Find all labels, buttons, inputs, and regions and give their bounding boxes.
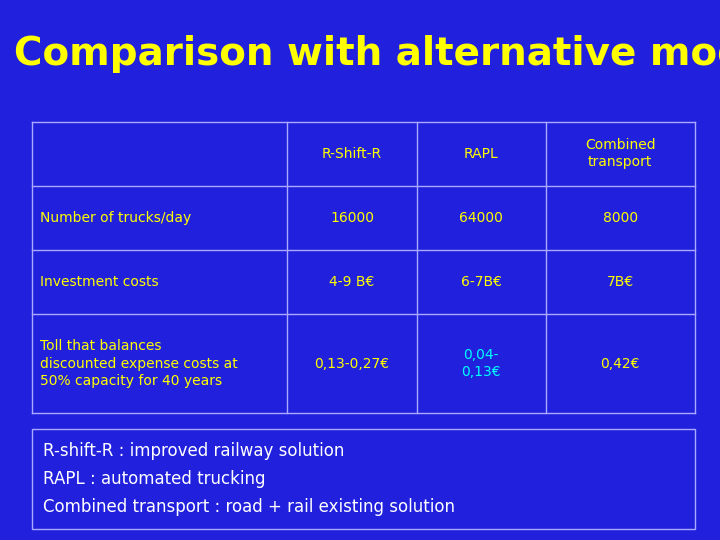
Bar <box>32 429 695 529</box>
Text: 16000: 16000 <box>330 211 374 225</box>
Text: 8000: 8000 <box>603 211 638 225</box>
Text: Combined
transport: Combined transport <box>585 138 656 169</box>
Text: R-Shift-R: R-Shift-R <box>322 146 382 160</box>
Text: 0,13-0,27€: 0,13-0,27€ <box>315 356 390 370</box>
Text: Comparison with alternative modes: Comparison with alternative modes <box>14 35 720 73</box>
Text: 6-7B€: 6-7B€ <box>461 275 502 289</box>
Text: 0,04-
0,13€: 0,04- 0,13€ <box>462 348 501 379</box>
Text: Number of trucks/day: Number of trucks/day <box>40 211 191 225</box>
Text: 64000: 64000 <box>459 211 503 225</box>
Text: Investment costs: Investment costs <box>40 275 158 289</box>
Text: RAPL: RAPL <box>464 146 498 160</box>
Text: R-shift-R : improved railway solution
RAPL : automated trucking
Combined transpo: R-shift-R : improved railway solution RA… <box>43 442 455 516</box>
Text: 7B€: 7B€ <box>607 275 634 289</box>
Text: 4-9 B€: 4-9 B€ <box>329 275 374 289</box>
Text: 0,42€: 0,42€ <box>600 356 640 370</box>
Text: Toll that balances
discounted expense costs at
50% capacity for 40 years: Toll that balances discounted expense co… <box>40 339 238 388</box>
